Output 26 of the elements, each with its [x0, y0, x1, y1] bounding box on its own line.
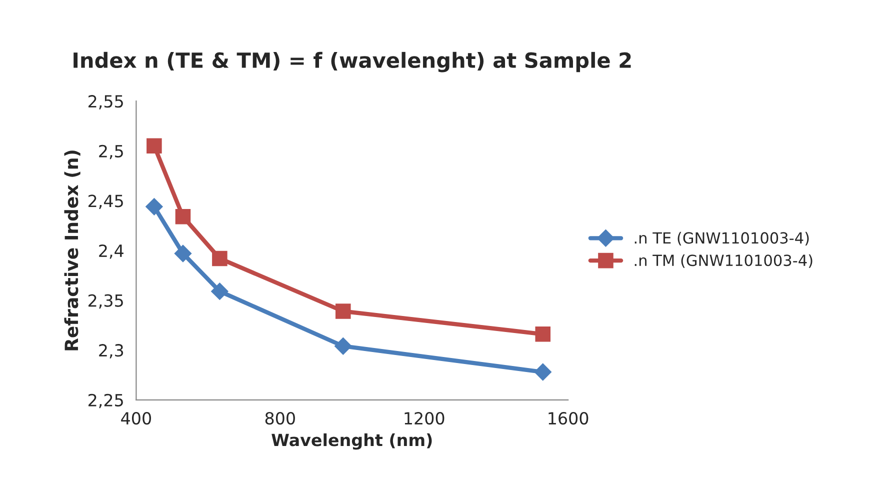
point [534, 363, 552, 381]
y-tick-label: 2,5 [99, 144, 123, 160]
point [335, 304, 351, 319]
x-tick-label: 800 [265, 412, 295, 425]
point [146, 138, 162, 154]
y-tick-label: 2,35 [88, 294, 123, 309]
y-tick-label: 2,45 [88, 194, 123, 209]
x-axis-title: Wavelenght (nm) [272, 433, 432, 450]
x-tick-label: 1200 [404, 412, 444, 425]
point [174, 244, 192, 262]
y-axis-title: Refractive Index (n) [64, 150, 80, 350]
point [175, 208, 191, 224]
y-tick-label: 2,3 [99, 344, 124, 358]
chart-title: Index n (TE & TM) = f (wavelenght) at Sample 2 [74, 52, 631, 72]
x-tick-label: 400 [121, 412, 151, 425]
y-tick-label: 2,4 [99, 244, 124, 259]
y-tick-label: 2,25 [88, 394, 123, 408]
point [334, 338, 352, 355]
legend-label: .n TM (GNW1101003-4) [634, 254, 812, 268]
x-tick-label: 1600 [548, 412, 588, 425]
point [535, 326, 551, 342]
legend-label: .n TE (GNW1101003-4) [634, 232, 809, 246]
point [212, 250, 228, 266]
point [146, 198, 163, 216]
point [211, 282, 228, 300]
y-tick-label: 2,55 [88, 95, 123, 110]
